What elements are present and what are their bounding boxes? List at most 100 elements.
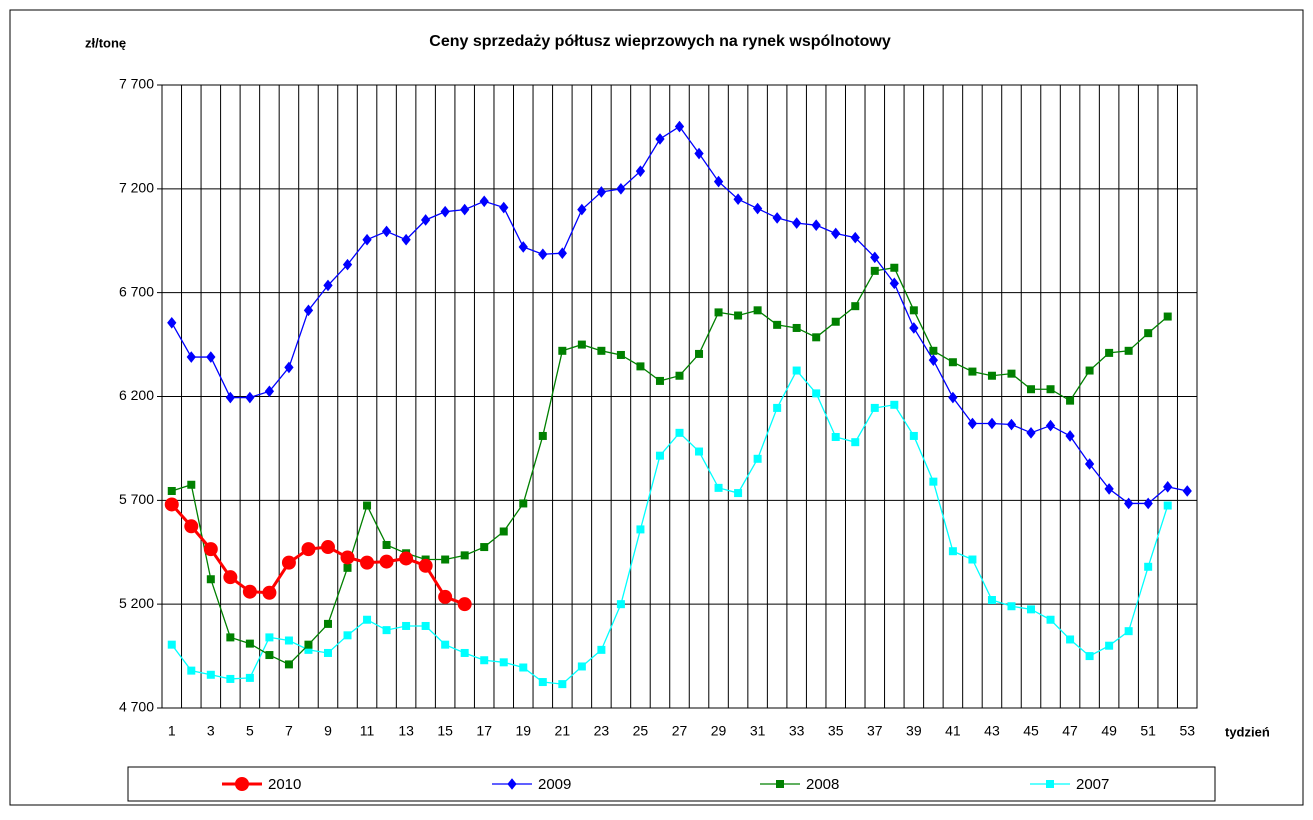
marker [460, 203, 470, 216]
marker [323, 648, 332, 657]
marker [636, 362, 645, 371]
chart-title: Ceny sprzedaży półtusz wieprzowych na ry… [429, 33, 891, 50]
marker [812, 389, 821, 398]
marker [597, 645, 606, 654]
marker [577, 203, 587, 216]
marker [167, 316, 177, 329]
marker [499, 527, 508, 536]
marker [343, 563, 352, 572]
marker [1007, 369, 1016, 378]
marker [265, 651, 274, 660]
x-tick-label: 11 [360, 723, 375, 739]
marker [223, 570, 238, 585]
marker [929, 477, 938, 486]
marker [558, 346, 567, 355]
marker [1124, 346, 1133, 355]
marker [776, 780, 784, 788]
marker [538, 678, 547, 687]
x-tick-label: 17 [476, 723, 492, 739]
marker [1143, 497, 1153, 510]
marker [235, 777, 249, 791]
marker [1105, 641, 1114, 650]
marker [577, 340, 586, 349]
marker [1006, 418, 1017, 431]
marker [480, 543, 489, 552]
marker [363, 615, 372, 624]
x-tick-label: 19 [515, 723, 531, 739]
marker [597, 346, 606, 355]
marker [242, 584, 257, 599]
marker [655, 133, 665, 145]
x-tick-label: 7 [285, 723, 293, 739]
x-tick-label: 23 [594, 723, 610, 739]
marker [1026, 427, 1036, 439]
series-line [171, 369, 1169, 685]
marker [753, 306, 762, 315]
marker [772, 212, 782, 224]
x-tick-label: 5 [246, 723, 254, 739]
x-tick-label: 13 [398, 723, 414, 739]
marker [167, 486, 176, 495]
marker [399, 551, 414, 566]
marker [187, 480, 196, 489]
marker [1085, 366, 1094, 375]
legend-label: 2009 [538, 776, 571, 793]
marker [616, 183, 626, 195]
x-tick-label: 53 [1179, 723, 1195, 739]
marker [792, 366, 801, 375]
marker [519, 663, 528, 672]
marker [480, 656, 489, 665]
marker [616, 600, 625, 609]
marker [655, 451, 664, 460]
marker [695, 447, 704, 456]
marker [226, 674, 235, 683]
marker [340, 550, 355, 565]
y-tick-label: 5 700 [119, 491, 154, 507]
marker [929, 346, 938, 355]
marker [987, 417, 997, 430]
marker [518, 241, 528, 253]
marker [1066, 396, 1075, 405]
marker [596, 186, 607, 198]
marker [752, 202, 763, 215]
marker [499, 201, 509, 214]
marker [418, 558, 433, 573]
marker [441, 555, 450, 564]
marker [303, 304, 314, 317]
marker [616, 350, 625, 359]
marker [909, 431, 918, 440]
marker [262, 585, 277, 600]
x-tick-label: 27 [672, 723, 688, 739]
x-tick-label: 49 [1101, 723, 1117, 739]
marker [538, 248, 548, 261]
marker [1182, 485, 1192, 497]
marker [323, 619, 332, 628]
marker [245, 639, 254, 648]
marker [733, 193, 743, 206]
marker [438, 589, 453, 604]
x-tick-label: 39 [906, 723, 922, 739]
x-tick-label: 41 [945, 723, 961, 739]
marker [206, 575, 215, 584]
marker [164, 497, 179, 512]
marker [870, 403, 879, 412]
y-tick-label: 6 200 [119, 387, 154, 403]
marker [323, 279, 333, 292]
marker [968, 555, 977, 564]
marker [1105, 348, 1114, 357]
marker [499, 658, 508, 667]
marker [421, 621, 430, 630]
marker [186, 351, 196, 363]
marker [870, 251, 880, 264]
marker [792, 323, 801, 332]
x-tick-label: 51 [1140, 723, 1156, 739]
marker [301, 542, 316, 557]
marker [1027, 605, 1036, 614]
x-tick-label: 21 [555, 723, 571, 739]
marker [675, 428, 684, 437]
marker [538, 431, 547, 440]
marker [655, 376, 664, 385]
marker [507, 778, 517, 790]
marker [695, 349, 704, 358]
marker [1084, 458, 1095, 470]
